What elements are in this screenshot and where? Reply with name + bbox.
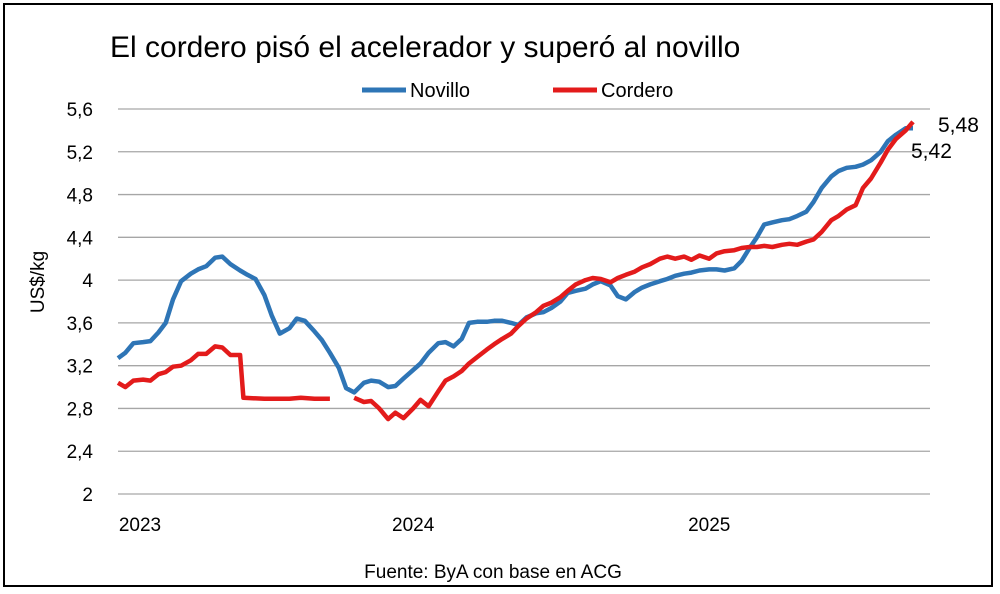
x-tick-label: 2025 bbox=[688, 515, 730, 536]
y-tick-label: 3,6 bbox=[67, 314, 93, 335]
x-tick-label: 2024 bbox=[392, 515, 435, 536]
y-tick-label: 2,8 bbox=[67, 399, 93, 420]
y-tick-label: 3,2 bbox=[67, 357, 93, 378]
y-tick-label: 2 bbox=[82, 485, 93, 506]
series-line-novillo bbox=[116, 126, 913, 395]
y-tick-label: 4 bbox=[82, 271, 93, 292]
end-label-novillo: 5,42 bbox=[911, 140, 952, 163]
y-tick-label: 4,8 bbox=[67, 186, 93, 207]
y-tick-label: 5,6 bbox=[67, 100, 93, 121]
end-label-cordero: 5,48 bbox=[938, 114, 979, 137]
series-line-cordero bbox=[353, 120, 915, 422]
legend-label-cordero: Cordero bbox=[601, 80, 673, 102]
source-note: Fuente: ByA con base en ACG bbox=[364, 562, 622, 583]
gridlines bbox=[118, 108, 930, 495]
series-lines bbox=[116, 120, 915, 422]
y-tick-label: 2,4 bbox=[67, 442, 94, 463]
legend-label-novillo: Novillo bbox=[410, 80, 470, 102]
y-tick-label: 5,2 bbox=[67, 143, 93, 164]
y-tick-label: 4,4 bbox=[67, 228, 94, 249]
legend: Novillo Cordero bbox=[362, 80, 673, 102]
chart-frame bbox=[3, 3, 993, 587]
x-axis-ticks: 2023 2024 2025 bbox=[119, 515, 730, 536]
y-axis-label: US$/kg bbox=[28, 251, 49, 313]
y-axis-ticks: 2 2,4 2,8 3,2 3,6 4 4,4 4,8 5,2 5,6 bbox=[67, 100, 94, 506]
series-line-cordero bbox=[116, 344, 330, 402]
chart-title: El cordero pisó el acelerador y superó a… bbox=[110, 31, 740, 64]
x-tick-label: 2023 bbox=[119, 515, 161, 536]
